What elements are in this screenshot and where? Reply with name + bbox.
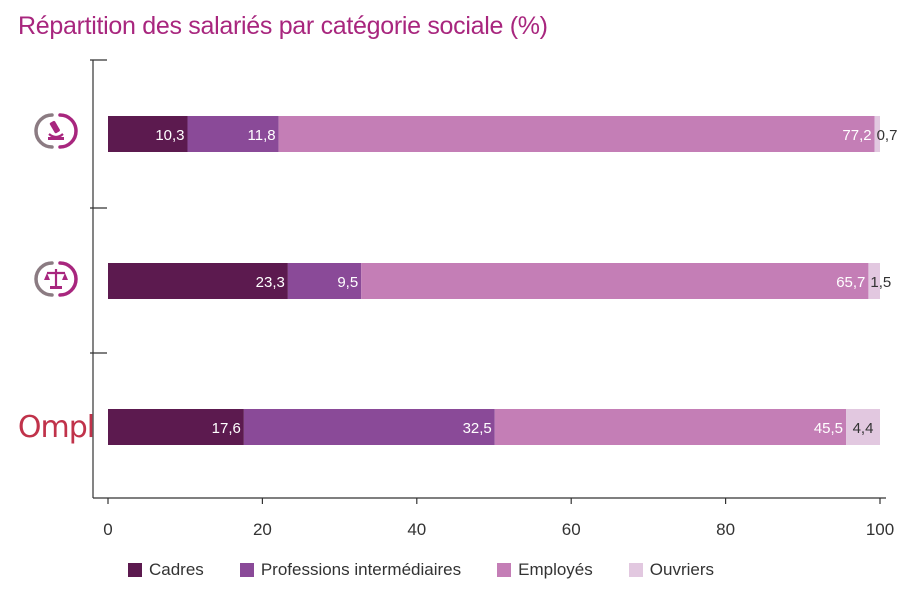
- legend-item: Employés: [497, 560, 593, 580]
- data-label: 17,6: [212, 420, 241, 437]
- svg-text:Ompl: Ompl: [18, 410, 94, 445]
- data-label: 1,5: [870, 274, 891, 291]
- bar-segment-professions-intermédiaires: [243, 409, 495, 445]
- legend-swatch: [628, 563, 643, 577]
- scales-icon: [34, 261, 78, 297]
- bar-segment-cadres: [108, 263, 288, 299]
- data-label: 23,3: [256, 274, 285, 291]
- legend-label: Ouvriers: [649, 560, 714, 579]
- bar-segment-ouvriers: [846, 409, 880, 445]
- data-label: 4,4: [853, 420, 874, 437]
- legend-swatch: [128, 563, 142, 577]
- data-label: 10,3: [155, 127, 184, 144]
- bar-segment-cadres: [108, 116, 188, 152]
- ompl-logo: Ompl: [18, 410, 95, 445]
- legend-swatch: [239, 563, 254, 577]
- data-label: 9,5: [337, 274, 358, 291]
- x-tick-label: 80: [716, 520, 735, 539]
- x-tick-label: 0: [103, 520, 112, 539]
- bar-segment-employés: [278, 116, 875, 152]
- data-label: 11,8: [248, 127, 276, 144]
- bar-segment-employés: [494, 409, 847, 445]
- data-label: 32,5: [463, 420, 492, 437]
- legend-item: Professions intermédiaires: [239, 560, 462, 580]
- bar-segment-professions-intermédiaires: [187, 116, 279, 152]
- x-tick-label: 60: [562, 520, 581, 539]
- legend-label: Employés: [518, 560, 593, 579]
- bar-segment-cadres: [108, 409, 244, 445]
- x-tick-label: 40: [407, 520, 426, 539]
- data-label: 65,7: [836, 274, 865, 291]
- bar-segment-ouvriers: [868, 263, 880, 299]
- data-label: 0,7: [877, 127, 898, 144]
- bar-segment-ouvriers: [874, 116, 880, 152]
- legend-label: Professions intermédiaires: [260, 560, 462, 579]
- data-label: 77,2: [842, 127, 871, 144]
- stacked-bar-chart: Ompl 10,3 11,8 77,2 0,7 23,3 9,5 65,7 1,5 17,6 32…: [18, 59, 898, 539]
- x-tick-label: 20: [253, 520, 272, 539]
- bar-segment-employés: [361, 263, 869, 299]
- legend-swatch: [497, 563, 512, 577]
- data-label: 45,5: [814, 420, 843, 437]
- legend: Cadres Professions intermédiaires Employés…: [128, 560, 750, 580]
- legend-label: Cadres: [149, 560, 204, 579]
- legend-item: Ouvriers: [628, 560, 714, 580]
- legend-item: Cadres: [128, 560, 204, 580]
- chart-title: Répartition des salariés par catégorie s…: [18, 12, 548, 40]
- bar-segment-professions-intermédiaires: [287, 263, 362, 299]
- x-tick-label: 100: [866, 520, 894, 539]
- microscope-icon: [34, 113, 78, 149]
